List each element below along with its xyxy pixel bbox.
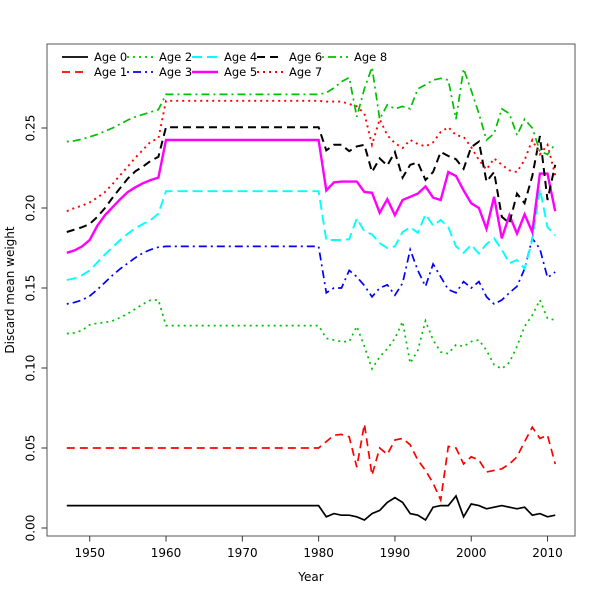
series-line-age-4 [66, 188, 556, 281]
x-tick-label-2000: 2000 [456, 546, 487, 560]
series-line-age-0 [66, 494, 556, 522]
x-tick-label-1970: 1970 [227, 546, 258, 560]
x-tick-label-1990: 1990 [380, 546, 411, 560]
series-line-age-5 [66, 138, 557, 254]
series-line-age-2 [66, 297, 556, 371]
y-axis: 0.00 0.05 0.10 0.15 0.20 0.25 [24, 115, 47, 542]
series-line-age-6 [66, 126, 557, 233]
legend-label-age-5: Age 5 [224, 65, 257, 79]
legend-label-age-2: Age 2 [159, 50, 192, 64]
x-tick-label-1950: 1950 [74, 546, 105, 560]
y-tick-label-0.25: 0.25 [24, 115, 38, 142]
x-tick-label-1980: 1980 [303, 546, 334, 560]
y-tick-label-0.00: 0.00 [24, 515, 38, 542]
series-line-age-1 [66, 423, 557, 504]
series-lines [66, 66, 557, 522]
x-axis-title: Year [297, 570, 323, 584]
plot-area-border [46, 43, 576, 537]
legend-label-age-3: Age 3 [159, 65, 192, 79]
legend-label-age-4: Age 4 [224, 50, 257, 64]
legend-label-age-0: Age 0 [94, 50, 127, 64]
x-axis: 1950 1960 1970 1980 1990 2000 2010 [74, 536, 563, 560]
y-tick-label-0.15: 0.15 [24, 275, 38, 302]
legend-label-age-1: Age 1 [94, 65, 127, 79]
series-line-age-7 [66, 99, 557, 213]
x-tick-label-2010: 2010 [532, 546, 563, 560]
legend-label-age-8: Age 8 [354, 50, 387, 64]
series-line-age-8 [66, 66, 556, 156]
series-line-age-3 [66, 236, 556, 306]
y-tick-label-0.05: 0.05 [24, 435, 38, 462]
y-axis-title: Discard mean weight [3, 226, 17, 354]
y-tick-label-0.20: 0.20 [24, 195, 38, 222]
legend-label-age-6: Age 6 [289, 50, 322, 64]
legend-label-age-7: Age 7 [289, 65, 322, 79]
y-tick-label-0.10: 0.10 [24, 355, 38, 382]
x-tick-label-1960: 1960 [151, 546, 182, 560]
